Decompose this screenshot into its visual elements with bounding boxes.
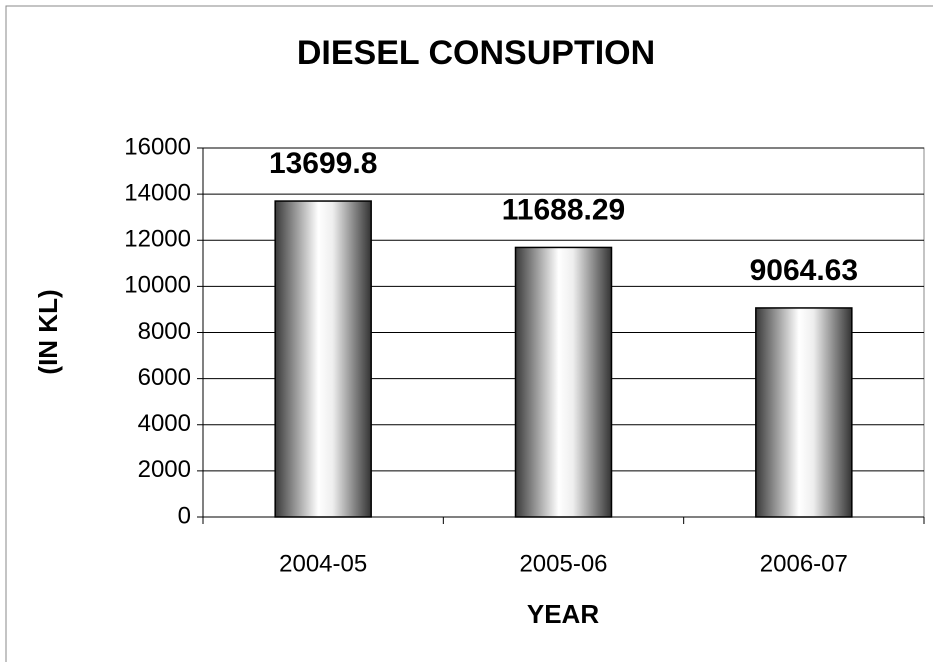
y-tick-label: 16000 [124, 133, 191, 160]
y-axis-label: (IN KL) [33, 289, 63, 374]
bar [514, 246, 613, 518]
value-label: 9064.63 [750, 254, 858, 287]
frame [5, 5, 933, 662]
value-label: 11688.29 [502, 193, 625, 226]
y-tick-label: 14000 [124, 179, 191, 206]
x-tick-label: 2005-06 [519, 550, 607, 577]
y-tick-label: 4000 [138, 410, 191, 437]
y-tick-label: 12000 [124, 226, 191, 253]
y-tick-label: 2000 [138, 456, 191, 483]
bar [755, 307, 853, 518]
y-tick-label: 6000 [138, 364, 191, 391]
bar [274, 200, 372, 518]
value-label: 13699.8 [269, 147, 377, 180]
y-tick-label: 0 [178, 502, 191, 529]
x-tick-label: 2006-07 [760, 550, 848, 577]
x-tick-label: 2004-05 [279, 550, 367, 577]
y-tick-label: 10000 [124, 272, 191, 299]
x-axis-label: YEAR [527, 599, 599, 629]
chart-title: DIESEL CONSUPTION [297, 34, 655, 72]
y-tick-label: 8000 [138, 318, 191, 345]
